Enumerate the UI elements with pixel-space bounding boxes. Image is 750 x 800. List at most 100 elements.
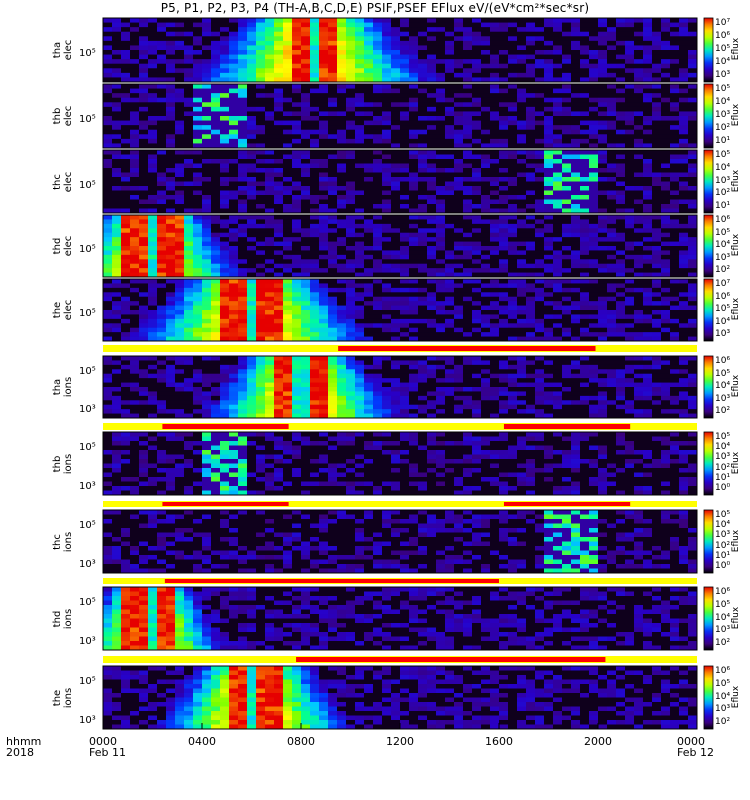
flux-cell	[418, 138, 428, 144]
flux-cell	[418, 18, 428, 23]
flux-cell	[688, 150, 698, 155]
flux-cell	[229, 116, 239, 121]
flux-cell	[490, 134, 500, 140]
flux-cell	[184, 125, 194, 131]
flux-cell	[418, 195, 428, 200]
flux-cell	[490, 241, 500, 247]
flux-cell	[211, 102, 221, 108]
flux-cell	[391, 204, 401, 209]
flux-cell	[382, 327, 392, 333]
flux-cell	[364, 254, 374, 260]
flux-cell	[463, 190, 473, 196]
flux-cell	[337, 159, 347, 164]
flux-cell	[103, 63, 113, 69]
flux-cell	[193, 106, 203, 112]
flux-cell	[274, 93, 284, 99]
flux-cell	[625, 168, 635, 173]
flux-cell	[337, 186, 347, 191]
flux-cell	[463, 327, 473, 333]
flux-cell	[148, 172, 158, 178]
flux-cell	[112, 22, 122, 28]
flux-cell	[220, 237, 230, 242]
flux-cell	[391, 223, 401, 229]
flux-cell	[400, 168, 410, 173]
flux-cell	[427, 88, 437, 94]
flux-cell	[490, 84, 500, 89]
flux-cell	[229, 287, 239, 293]
flux-cell	[130, 150, 140, 155]
flux-cell	[355, 318, 365, 324]
flux-cell	[166, 292, 176, 298]
flux-cell	[409, 195, 419, 200]
flux-cell	[382, 268, 392, 273]
flux-cell	[445, 292, 455, 298]
flux-cell	[157, 208, 167, 214]
flux-cell	[139, 382, 149, 388]
flux-cell	[220, 283, 230, 289]
flux-cell	[283, 387, 293, 392]
flux-cell	[454, 327, 464, 333]
flux-cell	[580, 168, 590, 173]
flux-cell	[643, 186, 653, 191]
flux-cell	[112, 116, 122, 121]
flux-cell	[481, 106, 491, 112]
flux-cell	[211, 413, 221, 419]
flux-cell	[598, 259, 608, 265]
flux-cell	[400, 97, 410, 103]
flux-cell	[625, 186, 635, 191]
flux-cell	[571, 301, 581, 306]
flux-cell	[166, 259, 176, 265]
flux-cell	[544, 18, 554, 23]
flux-cell	[454, 310, 464, 315]
flux-cell	[427, 97, 437, 103]
flux-cell	[580, 241, 590, 247]
flux-cell	[121, 88, 131, 94]
flux-cell	[211, 72, 221, 78]
flux-cell	[256, 22, 266, 28]
flux-cell	[319, 181, 329, 187]
flux-cell	[211, 129, 221, 135]
flux-cell	[166, 45, 176, 51]
flux-cell	[652, 223, 662, 229]
flux-cell	[220, 111, 230, 117]
flux-cell	[535, 27, 545, 33]
flux-cell	[490, 250, 500, 256]
flux-cell	[274, 204, 284, 209]
flux-cell	[274, 125, 284, 131]
flux-cell	[463, 323, 473, 329]
flux-cell	[310, 111, 320, 117]
flux-cell	[130, 199, 140, 205]
flux-cell	[427, 129, 437, 135]
flux-cell	[139, 409, 149, 414]
flux-cell	[157, 150, 167, 155]
flux-cell	[409, 254, 419, 260]
flux-cell	[544, 250, 554, 256]
flux-cell	[346, 310, 356, 315]
flux-cell	[337, 177, 347, 182]
flux-cell	[571, 159, 581, 164]
flux-cell	[607, 138, 617, 144]
flux-cell	[400, 120, 410, 126]
flux-cell	[400, 310, 410, 315]
flux-cell	[499, 18, 509, 23]
flux-cell	[562, 125, 572, 131]
flux-cell	[625, 259, 635, 265]
flux-cell	[400, 163, 410, 169]
flux-cell	[562, 134, 572, 140]
flux-cell	[625, 27, 635, 33]
flux-cell	[184, 195, 194, 200]
flux-cell	[112, 292, 122, 298]
flux-cell	[634, 102, 644, 108]
flux-cell	[292, 27, 302, 33]
flux-cell	[571, 323, 581, 329]
flux-cell	[391, 279, 401, 284]
flux-cell	[319, 356, 329, 361]
flux-cell	[454, 45, 464, 51]
flux-cell	[670, 54, 680, 60]
flux-cell	[526, 40, 536, 46]
flux-cell	[310, 134, 320, 140]
flux-cell	[436, 301, 446, 306]
flux-cell	[481, 323, 491, 329]
flux-cell	[616, 237, 626, 242]
flux-cell	[319, 332, 329, 337]
